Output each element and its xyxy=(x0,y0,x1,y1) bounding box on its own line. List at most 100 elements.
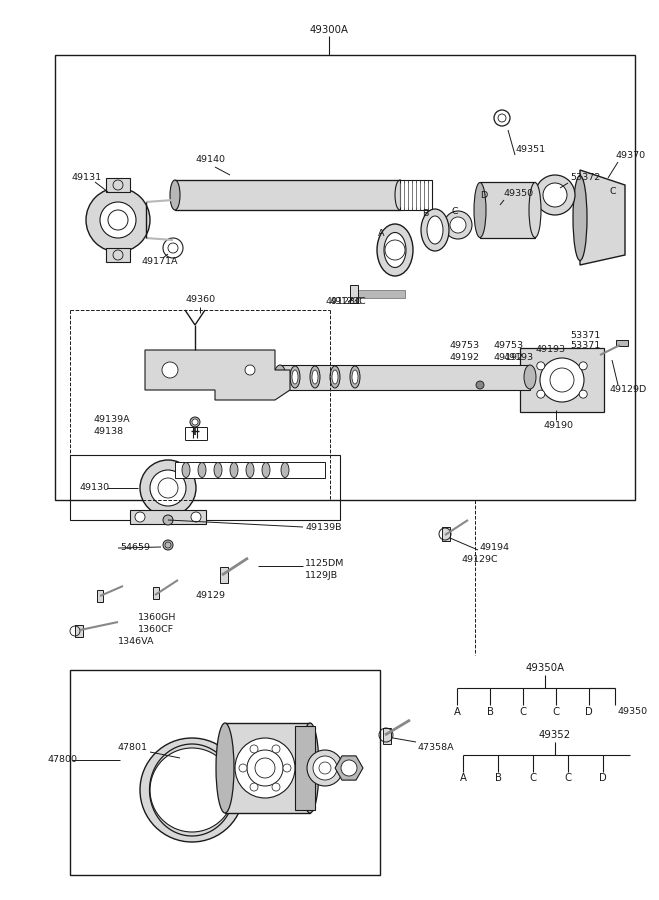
Text: 49123C: 49123C xyxy=(326,298,362,307)
Text: 49129: 49129 xyxy=(195,590,225,599)
Text: 49123C: 49123C xyxy=(330,298,367,307)
Ellipse shape xyxy=(474,183,486,238)
Text: 49193: 49193 xyxy=(504,354,534,363)
Circle shape xyxy=(450,217,466,233)
Text: A: A xyxy=(459,773,467,783)
Text: 1360GH: 1360GH xyxy=(138,614,177,623)
Bar xyxy=(225,723,310,813)
Text: 49350: 49350 xyxy=(618,707,648,716)
Text: 49131: 49131 xyxy=(72,174,102,183)
Text: 49350: 49350 xyxy=(504,188,534,197)
Circle shape xyxy=(163,540,173,550)
Text: 49190: 49190 xyxy=(543,420,573,429)
Text: B: B xyxy=(486,707,494,717)
Polygon shape xyxy=(335,756,363,780)
Ellipse shape xyxy=(350,366,360,388)
Text: 49139B: 49139B xyxy=(305,523,341,532)
Text: 49370: 49370 xyxy=(615,150,645,159)
Circle shape xyxy=(272,745,280,753)
Circle shape xyxy=(250,783,258,791)
Text: 49171A: 49171A xyxy=(142,257,179,266)
Ellipse shape xyxy=(290,366,300,388)
Ellipse shape xyxy=(312,370,318,384)
Circle shape xyxy=(579,390,587,398)
Circle shape xyxy=(537,390,545,398)
Circle shape xyxy=(135,512,145,522)
Text: 49140: 49140 xyxy=(196,156,226,165)
Text: 1129JB: 1129JB xyxy=(305,572,338,580)
Ellipse shape xyxy=(352,370,358,384)
Circle shape xyxy=(245,365,255,375)
Text: 49138: 49138 xyxy=(93,428,123,436)
Circle shape xyxy=(162,362,178,378)
Bar xyxy=(70,455,340,520)
Ellipse shape xyxy=(198,463,206,478)
Circle shape xyxy=(579,362,587,370)
Circle shape xyxy=(313,756,337,780)
Text: 49192: 49192 xyxy=(494,354,524,363)
Ellipse shape xyxy=(262,463,270,478)
Text: 47800: 47800 xyxy=(48,755,78,764)
Text: D: D xyxy=(599,773,607,783)
Bar xyxy=(220,567,228,583)
Circle shape xyxy=(307,750,343,786)
Ellipse shape xyxy=(529,183,541,238)
Ellipse shape xyxy=(395,180,405,210)
Circle shape xyxy=(163,515,173,525)
Text: 49753: 49753 xyxy=(494,340,524,349)
Circle shape xyxy=(272,783,280,791)
Circle shape xyxy=(150,748,234,832)
Bar xyxy=(130,510,206,524)
Text: 1125DM: 1125DM xyxy=(305,560,345,569)
Bar xyxy=(480,182,535,238)
Text: B: B xyxy=(422,209,428,218)
Bar xyxy=(55,55,635,500)
Bar xyxy=(350,290,405,298)
Circle shape xyxy=(86,188,150,252)
Text: A: A xyxy=(378,229,384,238)
Circle shape xyxy=(543,183,567,207)
Polygon shape xyxy=(580,170,625,265)
Ellipse shape xyxy=(427,216,443,244)
Text: 47358A: 47358A xyxy=(418,742,455,752)
Text: 54659: 54659 xyxy=(120,544,150,553)
Ellipse shape xyxy=(421,209,449,251)
Circle shape xyxy=(191,512,201,522)
Ellipse shape xyxy=(216,723,234,813)
Text: 49129C: 49129C xyxy=(462,555,499,564)
Text: 49193: 49193 xyxy=(536,346,566,355)
Text: 53372: 53372 xyxy=(570,174,600,183)
Text: C: C xyxy=(610,187,617,196)
Circle shape xyxy=(190,417,200,427)
Circle shape xyxy=(476,381,484,389)
Text: 49360: 49360 xyxy=(185,295,215,304)
Text: C: C xyxy=(452,208,459,217)
Bar xyxy=(75,625,83,637)
Text: 49192: 49192 xyxy=(450,354,480,363)
Text: 47801: 47801 xyxy=(118,743,148,752)
Text: A: A xyxy=(453,707,461,717)
Text: 49352: 49352 xyxy=(539,730,571,740)
Circle shape xyxy=(444,211,472,239)
Text: C: C xyxy=(565,773,571,783)
Circle shape xyxy=(100,202,136,238)
Ellipse shape xyxy=(281,463,289,478)
Text: 49139A: 49139A xyxy=(93,416,130,425)
Bar xyxy=(153,587,159,599)
Circle shape xyxy=(140,460,196,516)
Text: 49194: 49194 xyxy=(480,544,510,553)
Ellipse shape xyxy=(182,463,190,478)
Circle shape xyxy=(283,764,291,772)
Ellipse shape xyxy=(330,366,340,388)
Text: D: D xyxy=(480,191,487,200)
Bar xyxy=(106,178,130,192)
Ellipse shape xyxy=(170,180,180,210)
Text: C: C xyxy=(519,707,527,717)
Ellipse shape xyxy=(310,366,320,388)
Text: C: C xyxy=(552,707,559,717)
Circle shape xyxy=(535,175,575,215)
Ellipse shape xyxy=(214,463,222,478)
Text: 1346VA: 1346VA xyxy=(118,637,154,646)
Bar xyxy=(70,670,380,875)
Ellipse shape xyxy=(377,224,413,276)
